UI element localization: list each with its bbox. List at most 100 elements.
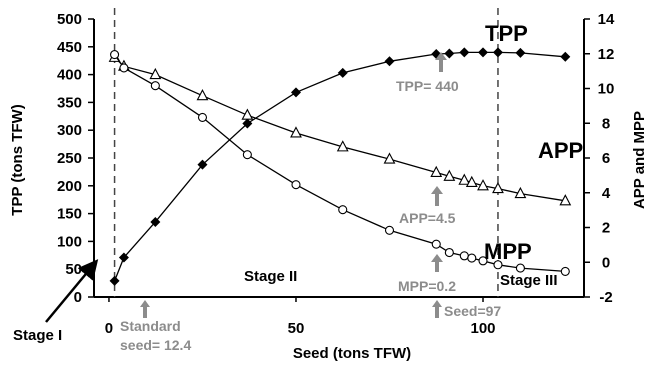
y-axis-left-ticks: 0 50 100 150 200 250 300 350 400 450 500 — [57, 11, 94, 306]
point-mpp — [478, 256, 488, 266]
point-tpp — [290, 87, 301, 98]
y-left-tick-label: 250 — [57, 150, 82, 167]
point-mpp — [384, 225, 395, 235]
point-mpp — [444, 247, 454, 258]
point-mpp — [197, 112, 208, 122]
standard-seed-note-line2: seed= 12.4 — [120, 337, 191, 353]
y-left-tick-label: 400 — [57, 67, 82, 84]
point-tpp — [444, 48, 455, 59]
y-right-tick-label: 6 — [602, 150, 610, 167]
y-left-tick-label: 0 — [74, 289, 82, 306]
point-app — [514, 186, 527, 199]
point-app — [458, 173, 471, 185]
point-tpp — [118, 252, 129, 263]
point-mpp — [291, 180, 301, 190]
app-arrow — [431, 186, 443, 206]
point-mpp — [560, 266, 570, 276]
point-tpp — [478, 47, 489, 58]
x-tick-label: 100 — [470, 320, 495, 337]
y-left-tick-label: 50 — [65, 261, 82, 278]
y-left-tick-label: 150 — [57, 206, 82, 223]
point-tpp — [560, 51, 571, 62]
x-tick-label: 0 — [105, 320, 113, 337]
series-app — [108, 50, 572, 206]
mpp-value-note: MPP=0.2 — [398, 278, 456, 294]
series-line-mpp — [114, 54, 566, 273]
y-left-tick-label: 500 — [57, 11, 82, 28]
stage-i-arrow — [45, 259, 99, 323]
point-app — [383, 152, 396, 164]
point-tpp — [459, 47, 470, 58]
y-right-tick-label: 4 — [602, 185, 611, 202]
point-app — [443, 169, 456, 181]
point-tpp — [197, 159, 208, 170]
series-mpp — [110, 50, 570, 276]
stage-guide-lines — [113, 8, 499, 297]
series-label-app: APP — [538, 138, 583, 163]
y-axis-right-title: APP and MPP — [631, 111, 648, 209]
point-app — [465, 175, 478, 188]
tpp-value-note: TPP= 440 — [396, 78, 459, 94]
y-right-tick-label: -2 — [599, 289, 612, 306]
y-right-tick-label: 8 — [602, 115, 610, 132]
point-app — [149, 67, 162, 80]
point-mpp — [110, 50, 120, 60]
y-right-tick-label: 2 — [602, 220, 610, 237]
point-app — [430, 165, 443, 178]
x-axis-title: Seed (tons TFW) — [293, 345, 411, 362]
mpp-arrow — [431, 254, 443, 272]
y-right-tick-label: 10 — [598, 81, 615, 98]
point-mpp — [467, 253, 477, 263]
stage-iii-label: Stage III — [500, 272, 558, 289]
y-left-tick-label: 200 — [57, 178, 82, 195]
series-label-tpp: TPP — [485, 21, 528, 46]
point-mpp — [515, 263, 525, 273]
point-app — [290, 126, 302, 138]
stage-ii-label: Stage II — [244, 268, 297, 285]
y-left-tick-label: 100 — [57, 233, 82, 250]
app-value-note: APP=4.5 — [399, 210, 456, 226]
point-mpp — [150, 81, 160, 91]
point-tpp — [384, 56, 395, 67]
series-tpp — [109, 47, 571, 286]
point-app — [241, 108, 254, 120]
point-mpp — [431, 239, 441, 249]
point-mpp — [119, 63, 129, 73]
point-tpp — [242, 118, 253, 129]
x-tick-label: 50 — [288, 320, 305, 337]
seed-arrow — [432, 300, 442, 318]
point-app — [196, 89, 209, 101]
y-right-tick-label: 14 — [598, 11, 615, 28]
point-app — [559, 194, 572, 206]
point-tpp — [492, 47, 503, 58]
y-left-tick-label: 300 — [57, 122, 82, 139]
point-tpp — [515, 47, 526, 58]
annotation-arrows — [140, 52, 447, 318]
series-line-app — [114, 56, 566, 202]
point-mpp — [242, 150, 252, 160]
y-right-tick-label: 0 — [602, 254, 610, 271]
point-app — [477, 179, 489, 191]
y-left-tick-label: 350 — [57, 94, 82, 111]
standard-seed-arrow — [140, 300, 150, 318]
series-layer — [108, 47, 572, 286]
tpp-arrow — [435, 52, 447, 72]
series-label-mpp: MPP — [484, 239, 532, 264]
y-axis-right-ticks: -2 0 2 4 6 8 10 12 14 — [584, 11, 615, 306]
seed-value-note: Seed=97 — [444, 303, 501, 319]
point-app — [336, 140, 349, 152]
point-mpp — [493, 260, 503, 270]
point-mpp — [459, 251, 469, 261]
point-tpp — [337, 67, 348, 78]
y-right-tick-label: 12 — [598, 46, 615, 63]
point-tpp — [150, 216, 161, 227]
standard-seed-note-line1: Standard — [120, 318, 181, 334]
y-left-tick-label: 450 — [57, 39, 82, 56]
y-axis-left-title: TPP (tons TFW) — [9, 104, 26, 215]
point-app — [492, 181, 504, 194]
stage-i-label: Stage I — [13, 327, 62, 344]
point-mpp — [338, 205, 348, 215]
x-axis-ticks: 0 50 100 — [105, 297, 496, 337]
point-tpp — [109, 275, 120, 286]
